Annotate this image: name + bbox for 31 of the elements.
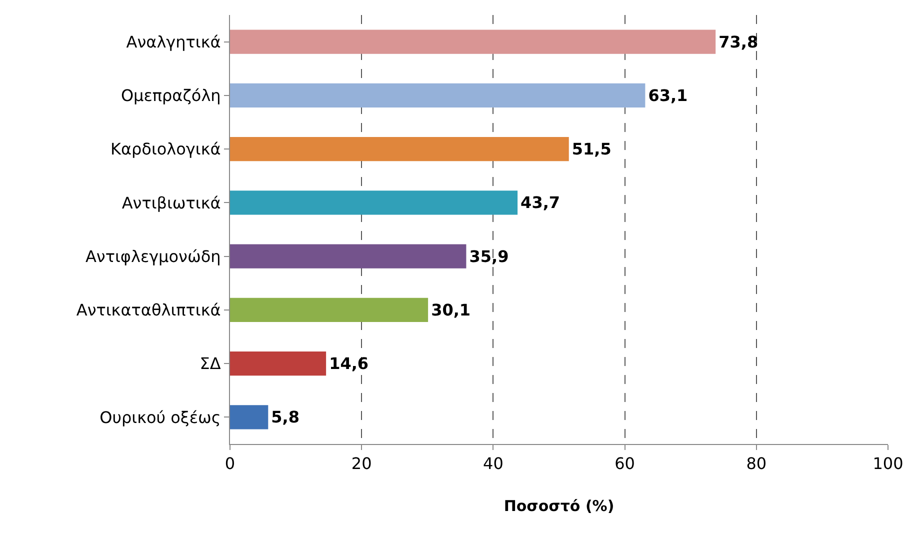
y-tick-label: Καρδιολογικά [110,140,221,159]
bar [230,83,646,108]
data-label: 30,1 [431,300,471,320]
x-tick-label: 40 [483,454,504,474]
x-tick-label: 0 [224,454,236,474]
bar [230,190,518,215]
data-label: 43,7 [520,193,560,212]
y-tick-label: Ομεπραζόλη [120,86,221,106]
y-tick-label: Αναλγητικά [126,32,221,52]
x-tick-label: 100 [872,454,904,474]
data-label: 14,6 [329,354,369,374]
bar [230,137,569,162]
bar [230,352,326,376]
x-axis-title: Ποσοστό (%) [504,497,614,516]
y-tick-label: ΣΔ [200,354,221,374]
x-tick-label: 20 [351,454,372,474]
bar [230,244,466,268]
data-label: 51,5 [572,140,612,159]
bar [230,298,428,322]
bar [230,405,268,430]
y-tick-label: Αντιβιωτικά [122,193,221,212]
data-label: 35,9 [469,246,509,266]
y-tick-label: Ουρικού οξέως [100,408,221,427]
data-label: 73,8 [718,32,758,52]
x-tick-label: 80 [746,454,767,474]
bar [230,30,716,54]
y-tick-label: Αντικαταθλιπτικά [76,300,221,320]
x-tick-label: 60 [614,454,635,474]
data-label: 63,1 [648,86,688,105]
data-label: 5,8 [271,408,300,427]
y-tick-label: Αντιφλεγμονώδη [85,246,221,266]
